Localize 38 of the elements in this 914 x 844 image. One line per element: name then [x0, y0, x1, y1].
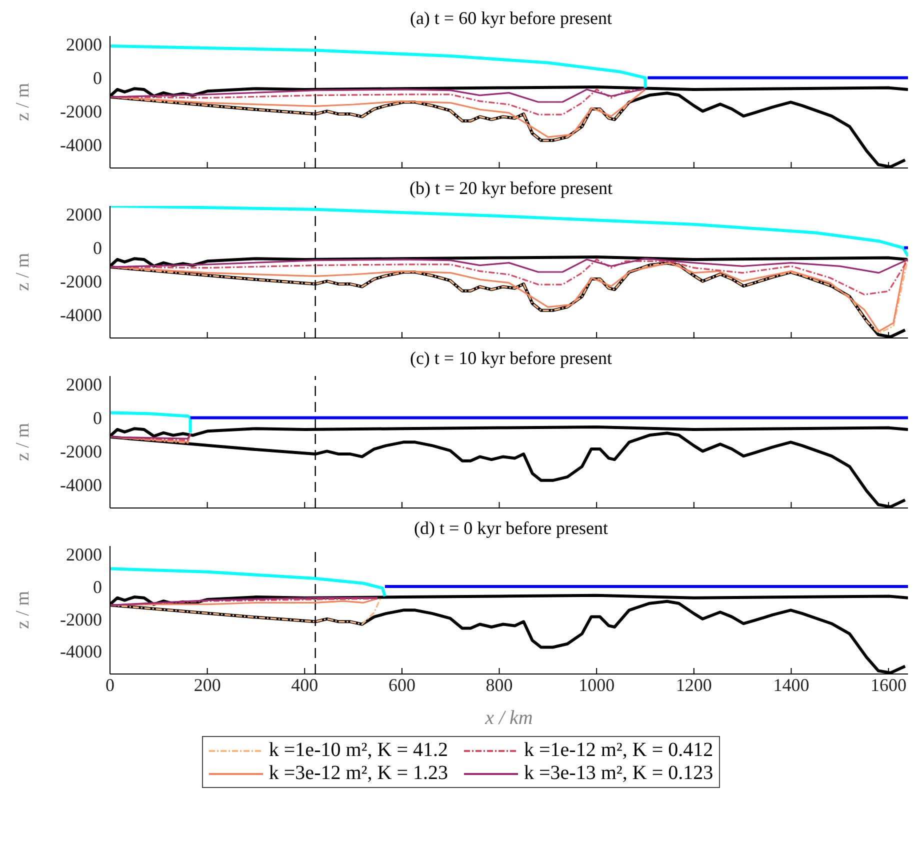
x-tick-label: 1000 [578, 674, 615, 695]
y-tick-label: -4000 [60, 305, 102, 325]
y-tick-label: -4000 [60, 642, 102, 662]
x-tick-label: 1200 [676, 674, 712, 695]
legend-label: k =3e-13 m², K = 0.123 [524, 762, 714, 785]
y-tick-label: -2000 [60, 102, 102, 122]
y-tick-label: 2000 [66, 204, 102, 225]
y-tick-label: 2000 [66, 544, 102, 564]
y-tick-label: -4000 [60, 135, 102, 155]
x-tick-label: 1400 [773, 674, 810, 695]
chart-title: (d) t = 0 kyr before present [412, 518, 610, 540]
y-tick-label: -2000 [60, 272, 102, 292]
legend-label: k =1e-12 m², K = 0.412 [524, 739, 714, 762]
y-tick-label: 2000 [66, 34, 102, 55]
y-tick-label: 0 [93, 68, 102, 88]
x-tick-label: 400 [291, 674, 318, 695]
chart-title: (a) t = 60 kyr before present [408, 8, 614, 30]
y-tick-label: -2000 [60, 609, 102, 630]
x-tick-label: 1600 [870, 674, 907, 695]
x-axis-title: x / km [484, 707, 533, 729]
chart-title: (b) t = 20 kyr before present [408, 178, 614, 200]
y-axis-title: z / m [12, 422, 34, 461]
x-tick-label: 800 [486, 674, 513, 695]
y-tick-label: 0 [93, 238, 102, 258]
legend-label: k =3e-12 m², K = 1.23 [268, 762, 448, 785]
y-tick-label: 0 [93, 408, 102, 428]
y-tick-label: -4000 [60, 475, 102, 495]
x-tick-label: 600 [388, 674, 416, 695]
y-axis-title: z / m [12, 590, 34, 629]
chart-title: (c) t = 10 kyr before present [408, 348, 614, 370]
x-tick-label: 0 [106, 674, 114, 695]
y-axis-title: z / m [12, 252, 34, 291]
y-tick-label: 2000 [66, 374, 102, 395]
y-axis-title: z / m [12, 82, 34, 121]
x-tick-label: 200 [194, 674, 221, 695]
legend-label: k =1e-10 m², K = 41.2 [268, 739, 448, 762]
y-tick-label: -2000 [60, 442, 102, 462]
y-tick-label: 0 [93, 576, 102, 597]
